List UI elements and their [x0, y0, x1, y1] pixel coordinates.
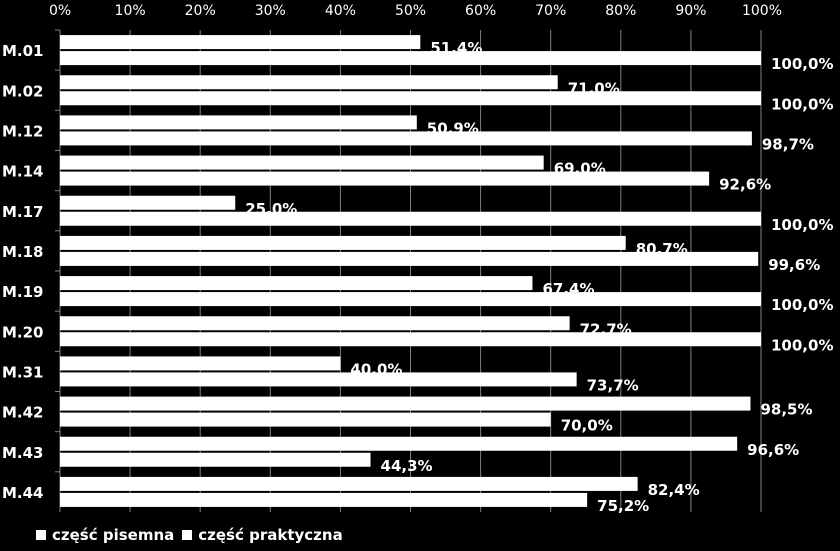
x-tick-label: 10% [115, 3, 146, 19]
data-label: 99,6% [768, 256, 820, 274]
bar-praktyczna [60, 372, 577, 387]
category-label: M.01 [2, 42, 44, 60]
data-label: 70,0% [561, 417, 613, 435]
category-label: M.20 [2, 323, 44, 341]
data-label: 100,0% [771, 55, 833, 73]
category-label: M.19 [2, 283, 44, 301]
category-label: M.17 [2, 203, 44, 221]
data-label: 100,0% [771, 296, 833, 314]
legend: część pisemna część praktyczna [36, 526, 343, 544]
bar-pisemna [60, 276, 533, 291]
data-label: 98,7% [762, 135, 814, 153]
category-label: M.14 [2, 163, 44, 181]
x-tick-label: 0% [49, 3, 71, 19]
bar-pisemna [60, 75, 558, 90]
bar-praktyczna [60, 332, 761, 347]
category-label: M.18 [2, 243, 44, 261]
x-tick-label: 60% [465, 3, 496, 19]
data-label: 82,4% [648, 481, 700, 499]
legend-label-series-1: część pisemna [52, 526, 175, 544]
bar-praktyczna [60, 412, 551, 427]
data-label: 73,7% [587, 376, 639, 394]
bar-praktyczna [60, 211, 761, 226]
legend-swatch-series-2 [182, 530, 193, 540]
bar-praktyczna [60, 492, 588, 507]
data-label: 75,2% [597, 497, 649, 515]
data-label: 100,0% [771, 216, 833, 234]
x-tick-label: 70% [535, 3, 566, 19]
data-label: 96,6% [747, 441, 799, 459]
category-label: M.43 [2, 444, 44, 462]
bar-pisemna [60, 476, 638, 491]
bar-praktyczna [60, 251, 759, 266]
bar-pisemna [60, 155, 544, 170]
legend-item-series-1: część pisemna [36, 526, 174, 544]
data-label: 98,5% [760, 401, 812, 419]
x-tick-label: 20% [185, 3, 216, 19]
x-tick-label: 40% [325, 3, 356, 19]
legend-item-series-2: część praktyczna [182, 526, 343, 544]
bar-praktyczna [60, 292, 761, 307]
bar-praktyczna [60, 452, 371, 467]
category-label: M.44 [2, 484, 44, 502]
x-tick-label: 50% [395, 3, 426, 19]
bar-pisemna [60, 396, 751, 411]
legend-swatch-series-1 [36, 530, 46, 540]
data-label: 100,0% [771, 336, 833, 354]
category-label: M.42 [2, 404, 44, 422]
category-label: M.12 [2, 122, 44, 140]
bar-pisemna [60, 356, 341, 371]
bar-praktyczna [60, 91, 761, 106]
x-tick-label: 100% [742, 3, 782, 19]
bar-pisemna [60, 115, 417, 130]
x-tick-label: 90% [675, 3, 706, 19]
data-label: 92,6% [719, 176, 771, 194]
legend-label-series-2: część praktyczna [198, 526, 343, 544]
bar-pisemna [60, 195, 236, 210]
bar-pisemna [60, 316, 570, 331]
x-tick-label: 80% [605, 3, 636, 19]
bar-pisemna [60, 436, 738, 451]
bar-praktyczna [60, 51, 761, 66]
bar-pisemna [60, 235, 626, 250]
category-label: M.02 [2, 82, 44, 100]
bar-praktyczna [60, 131, 752, 146]
x-tick-label: 30% [255, 3, 286, 19]
data-label: 100,0% [771, 95, 833, 113]
data-label: 44,3% [381, 457, 433, 475]
category-label: M.31 [2, 363, 44, 381]
bar-praktyczna [60, 171, 710, 186]
bar-pisemna [60, 35, 421, 50]
